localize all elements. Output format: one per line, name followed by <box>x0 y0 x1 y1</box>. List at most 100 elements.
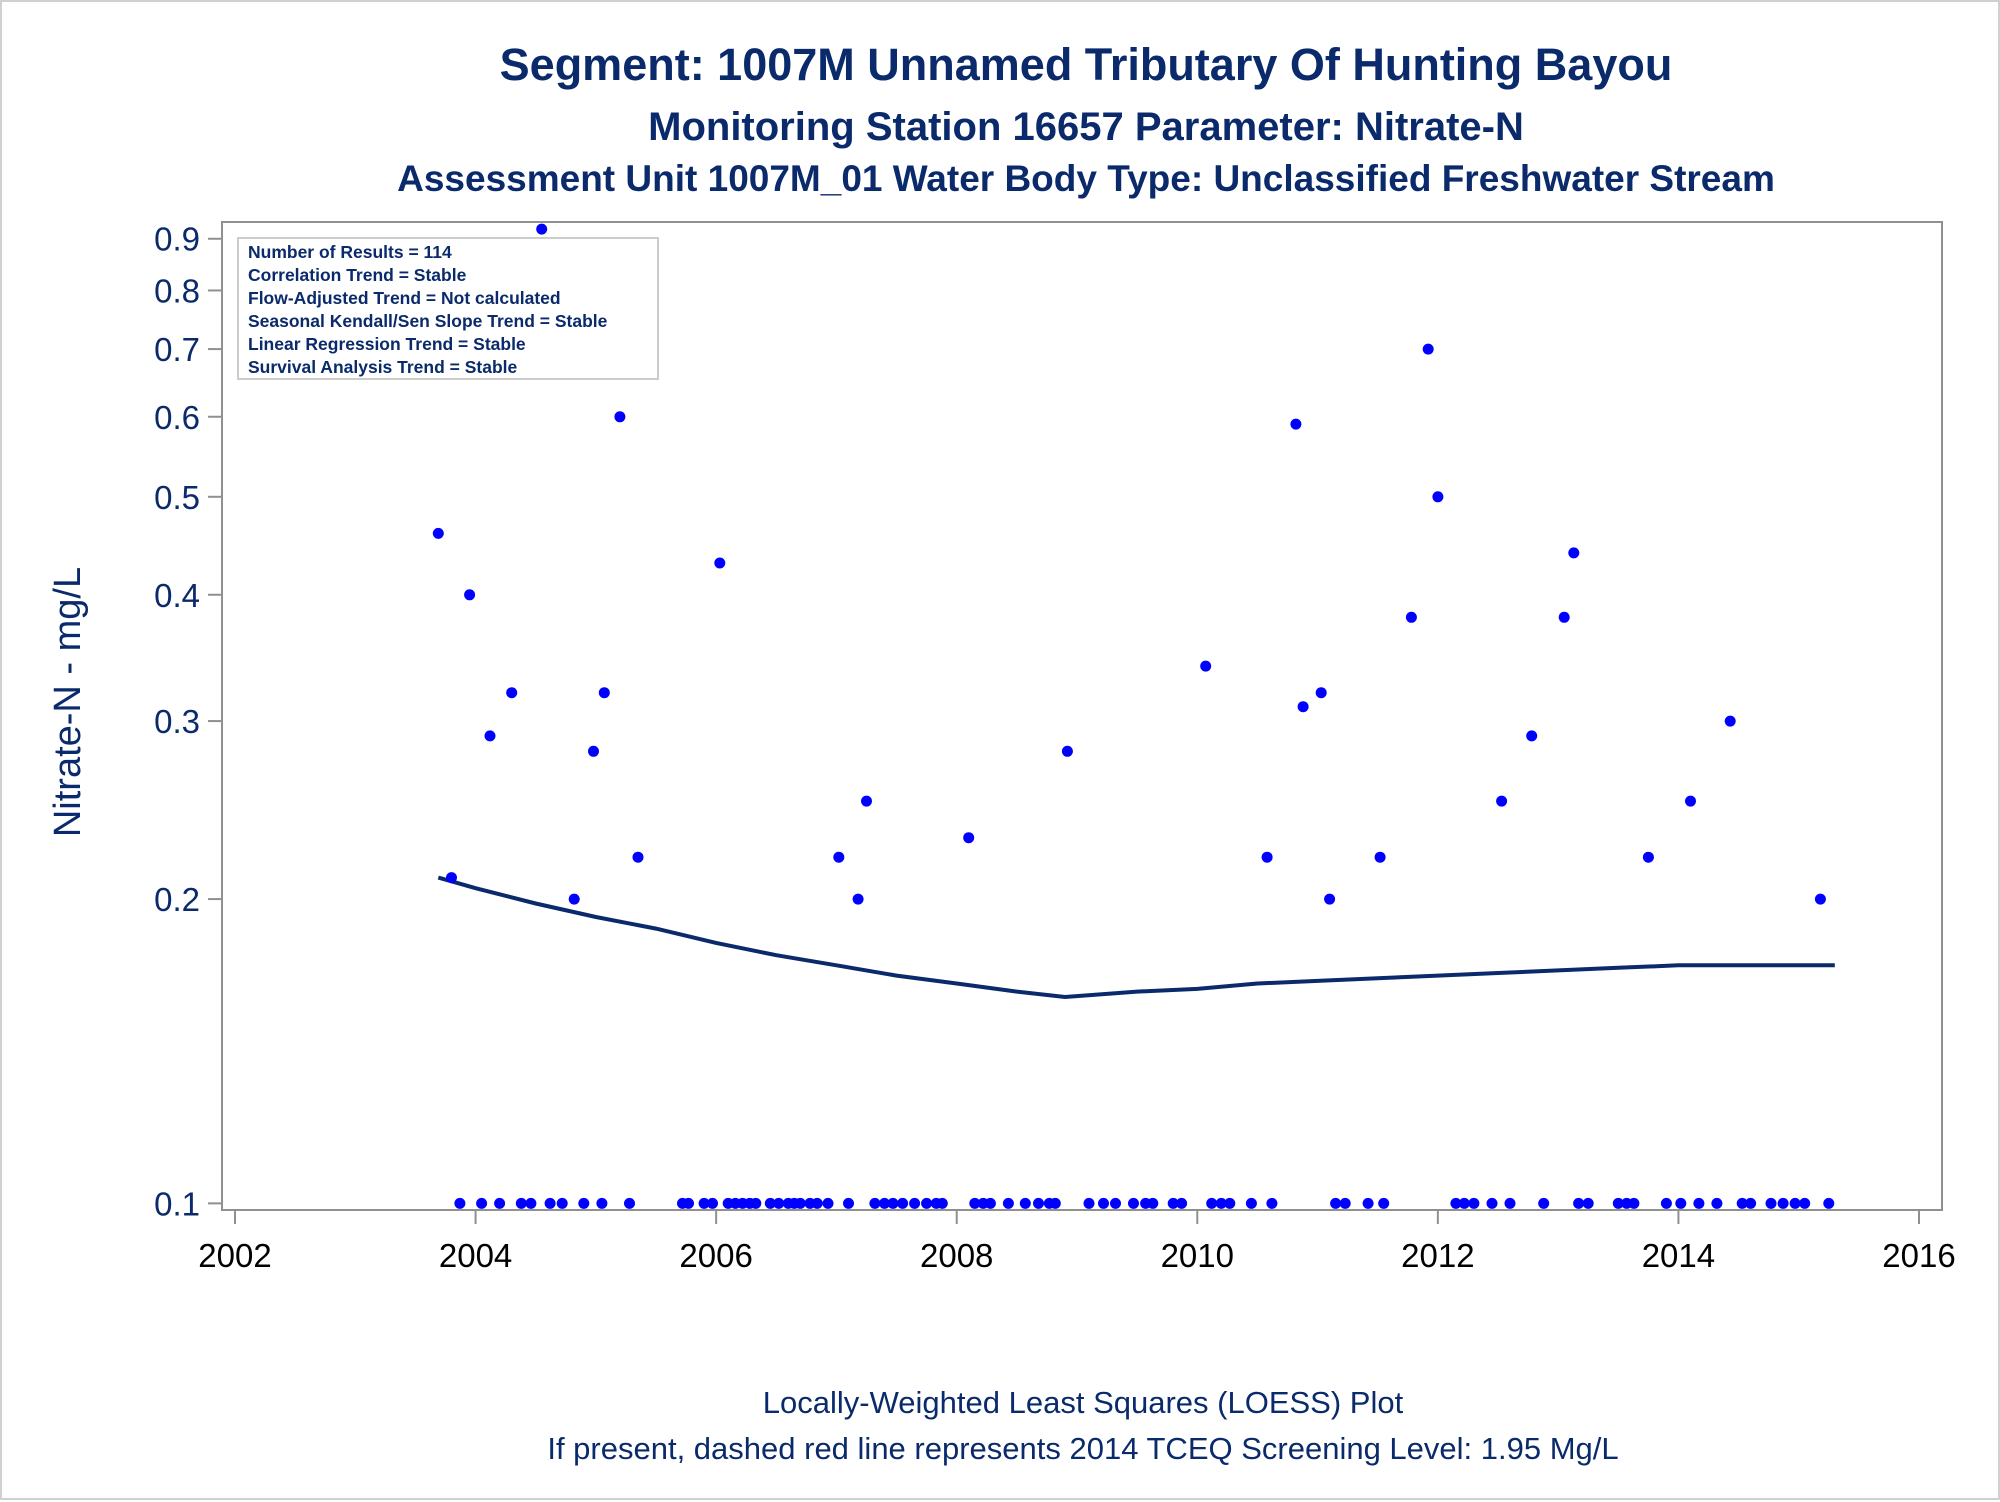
data-point <box>1573 1197 1585 1209</box>
data-point <box>598 687 610 699</box>
data-point <box>1176 1197 1188 1209</box>
data-point <box>833 851 845 863</box>
y-tick-label: 0.4 <box>154 577 200 614</box>
data-point <box>525 1197 537 1209</box>
data-point <box>1432 491 1444 503</box>
data-point <box>454 1197 466 1209</box>
data-point <box>1799 1197 1811 1209</box>
y-tick-label: 0.9 <box>154 221 200 258</box>
data-point <box>1362 1197 1374 1209</box>
data-point <box>536 223 548 235</box>
data-point <box>544 1197 556 1209</box>
data-point <box>624 1197 635 1209</box>
data-point <box>1814 893 1826 905</box>
data-point <box>869 1197 881 1209</box>
data-point <box>1374 851 1386 863</box>
data-point <box>1736 1197 1748 1209</box>
data-point <box>1693 1197 1705 1209</box>
data-point <box>588 745 599 757</box>
data-point <box>1642 851 1654 863</box>
data-point <box>1110 1197 1121 1209</box>
data-point <box>1450 1197 1462 1209</box>
data-point <box>1261 851 1273 863</box>
x-tick-label: 2002 <box>198 1237 271 1274</box>
data-point <box>852 893 864 905</box>
data-point <box>1330 1197 1342 1209</box>
x-tick-label: 2004 <box>439 1237 512 1274</box>
stat-flow-adjusted-trend: Flow-Adjusted Trend = Not calculated <box>248 288 561 308</box>
stat-linear-regression-trend: Linear Regression Trend = Stable <box>248 334 526 354</box>
stat-number-of-results: Number of Results = 114 <box>248 242 452 262</box>
data-point <box>1098 1197 1109 1209</box>
data-point <box>1206 1197 1218 1209</box>
data-point <box>614 411 626 423</box>
data-point <box>984 1197 996 1209</box>
data-point <box>476 1197 488 1209</box>
x-axis: 2002 2004 2006 2008 2010 2012 2014 2016 <box>198 1210 1956 1274</box>
data-point <box>1324 893 1336 905</box>
footnote-screening-level: If present, dashed red line represents 2… <box>547 1431 1618 1466</box>
data-point <box>1049 1197 1061 1209</box>
x-tick-label: 2012 <box>1401 1237 1474 1274</box>
data-point <box>764 1197 776 1209</box>
data-point <box>1315 687 1327 699</box>
data-point <box>1526 730 1538 742</box>
trend-statistics-box: Number of Results = 114 Correlation Tren… <box>237 237 659 380</box>
data-point <box>1266 1197 1278 1209</box>
data-point <box>506 687 518 699</box>
data-point <box>1745 1197 1757 1209</box>
data-point <box>464 589 476 601</box>
data-point <box>1675 1197 1687 1209</box>
plot-area <box>221 221 1943 1211</box>
chart-title: Segment: 1007M Unnamed Tributary Of Hunt… <box>500 39 1673 90</box>
data-point <box>432 527 444 539</box>
y-tick-label: 0.8 <box>154 272 200 309</box>
data-point <box>1496 795 1508 807</box>
data-point <box>1200 660 1212 672</box>
legend-box <box>237 237 659 380</box>
loess-line <box>437 875 1835 1000</box>
footnote-loess: Locally-Weighted Least Squares (LOESS) P… <box>763 1385 1404 1420</box>
data-point <box>1128 1197 1139 1209</box>
data-point <box>879 1197 890 1209</box>
data-point <box>1685 795 1696 807</box>
data-point <box>969 1197 981 1209</box>
stat-correlation-trend: Correlation Trend = Stable <box>248 265 467 285</box>
data-point <box>707 1197 718 1209</box>
data-point <box>556 1197 568 1209</box>
data-point <box>750 1197 762 1209</box>
data-point <box>822 1197 834 1209</box>
y-tick-label: 0.7 <box>154 331 200 368</box>
data-point <box>921 1197 933 1209</box>
data-point <box>1033 1197 1044 1209</box>
y-tick-label: 0.5 <box>154 479 200 516</box>
data-point <box>632 851 644 863</box>
data-point <box>1245 1197 1257 1209</box>
y-axis-label: Nitrate-N - mg/L <box>47 567 89 837</box>
data-point <box>1083 1197 1095 1209</box>
data-point <box>446 872 457 884</box>
x-tick-label: 2016 <box>1882 1237 1955 1274</box>
data-point <box>1486 1197 1498 1209</box>
data-point <box>1224 1197 1236 1209</box>
data-point <box>683 1197 694 1209</box>
data-point <box>936 1197 948 1209</box>
data-point <box>1167 1197 1179 1209</box>
data-point <box>1504 1197 1516 1209</box>
data-point <box>1724 715 1736 727</box>
data-point <box>1538 1197 1550 1209</box>
x-tick-label: 2008 <box>920 1237 993 1274</box>
data-point <box>773 1197 785 1209</box>
data-point <box>698 1197 710 1209</box>
y-axis: 0.1 0.2 0.3 0.4 0.5 0.6 0.7 0.8 0.9 <box>154 221 222 1222</box>
y-tick-label: 0.1 <box>154 1185 200 1222</box>
data-points <box>432 223 1835 1209</box>
data-point <box>861 795 872 807</box>
data-point <box>1147 1197 1159 1209</box>
data-point <box>1422 343 1434 355</box>
data-point <box>1378 1197 1390 1209</box>
data-point <box>1628 1197 1640 1209</box>
x-tick-label: 2010 <box>1161 1237 1234 1274</box>
data-point <box>887 1197 899 1209</box>
